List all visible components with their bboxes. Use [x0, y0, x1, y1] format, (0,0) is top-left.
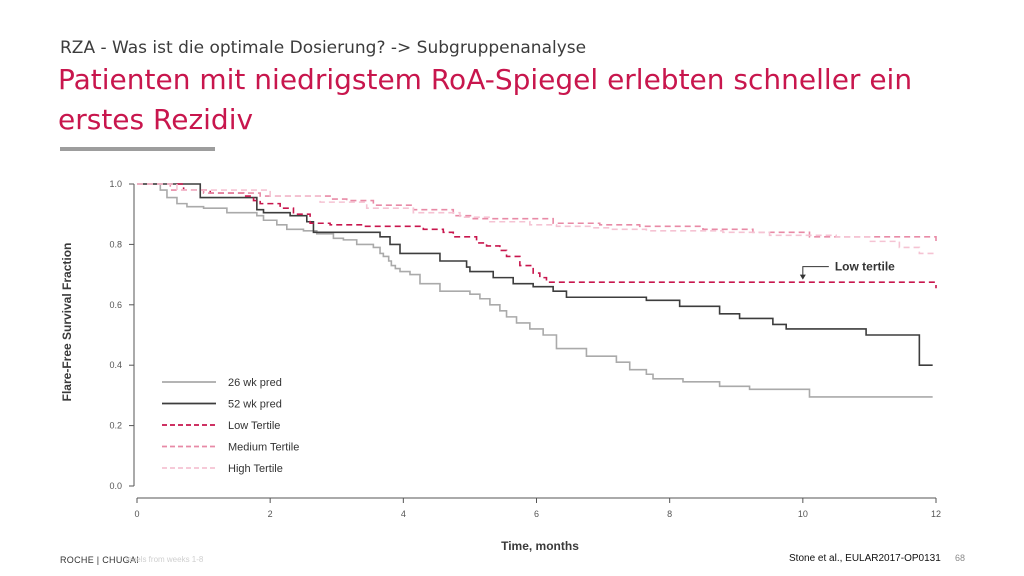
chart-series	[137, 183, 937, 398]
x-tick-label: 6	[534, 509, 539, 519]
x-tick-label: 4	[401, 509, 406, 519]
x-axis-label: Time, months	[501, 539, 579, 553]
legend-label: High Tertile	[228, 463, 283, 475]
y-tick-label: 0.4	[109, 360, 122, 370]
legend-label: 26 wk pred	[228, 377, 282, 389]
page-number: 68	[955, 553, 966, 563]
y-tick-label: 0.2	[109, 421, 122, 431]
annotation-label: Low tertile	[835, 260, 895, 274]
annotation-arrowhead	[799, 274, 806, 280]
series-line-2	[137, 183, 933, 366]
x-tick-label: 10	[798, 509, 808, 519]
slide-subtitle: RZA - Was ist die optimale Dosierung? ->…	[60, 38, 587, 58]
y-axis-label: Flare-Free Survival Fraction	[60, 243, 74, 402]
y-tick-label: 0.0	[109, 481, 122, 491]
chart-axes: 0 2 4 6 8 10 12 0.0 0.2 0.4 0.6 0.8 1.0	[109, 179, 941, 519]
source-citation: Stone et al., EULAR2017-OP0131	[789, 553, 941, 564]
footer-logo: ROCHE | CHUGAI	[60, 555, 140, 565]
annotation-arrow	[802, 266, 829, 279]
x-tick-label: 0	[134, 509, 139, 519]
y-tick-label: 0.8	[109, 239, 122, 249]
chart-annotation: Low tertile	[799, 260, 895, 280]
legend-label: Medium Tertile	[228, 442, 299, 454]
x-tick-label: 2	[268, 509, 273, 519]
y-tick-label: 1.0	[109, 179, 122, 189]
slide-title: Patienten mit niedrigstem RoA-Spiegel er…	[58, 63, 913, 136]
series-line-4	[137, 183, 937, 242]
legend-label: Low Tertile	[228, 420, 280, 432]
legend-label: 52 wk pred	[228, 399, 282, 411]
series-line-1	[137, 183, 933, 398]
title-divider	[60, 147, 215, 151]
y-tick-label: 0.6	[109, 300, 122, 310]
series-line-3	[137, 183, 937, 289]
chart-legend: 26 wk pred 52 wk pred Low Tertile Medium Te…	[162, 377, 299, 475]
x-tick-label: 12	[931, 509, 941, 519]
footer-note: levels from weeks 1-8	[126, 555, 204, 564]
x-tick-label: 8	[667, 509, 672, 519]
